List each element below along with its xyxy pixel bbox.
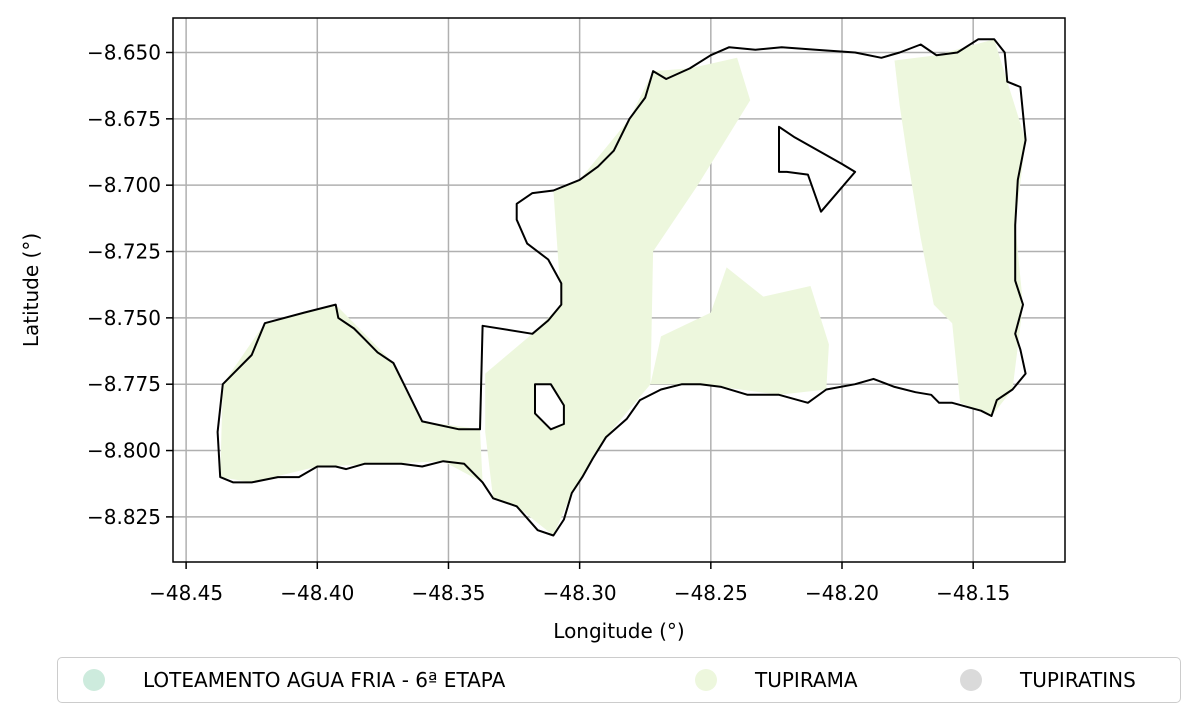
outer-boundary	[216, 38, 1027, 537]
legend-item-tupiratins: TUPIRATINS	[960, 658, 1136, 702]
x-axis-title: Longitude (°)	[553, 619, 684, 643]
y-tick-label: −8.750	[87, 306, 161, 330]
x-tick-label: −48.30	[543, 581, 617, 605]
x-tick-label: −48.45	[149, 581, 223, 605]
legend-label-tupirama: TUPIRAMA	[755, 668, 858, 692]
tupirama-area	[650, 267, 829, 395]
x-tick-label: −48.15	[936, 581, 1010, 605]
x-tick-label: −48.25	[674, 581, 748, 605]
legend-item-loteamento: LOTEAMENTO AGUA FRIA - 6ª ETAPA	[83, 658, 505, 702]
legend-marker-tupirama	[695, 669, 717, 691]
x-tick-label: −48.35	[411, 581, 485, 605]
legend-marker-loteamento	[83, 669, 105, 691]
y-axis-title: Latitude (°)	[19, 233, 43, 347]
plot-frame	[172, 17, 1066, 563]
tupirama-area	[894, 39, 1026, 416]
y-tick-label: −8.775	[87, 372, 161, 396]
legend-label-tupiratins: TUPIRATINS	[1020, 668, 1136, 692]
y-axis-ticks: −8.650 −8.675 −8.700 −8.725 −8.750 −8.775 −8.8…	[87, 40, 173, 529]
x-axis-ticks: −48.45 −48.40 −48.35 −48.30 −48.25 −48.20 −48.…	[149, 562, 1010, 605]
legend: LOTEAMENTO AGUA FRIA - 6ª ETAPA TUPIRAMA…	[57, 657, 1181, 703]
x-tick-label: −48.40	[280, 581, 354, 605]
x-tick-label: −48.20	[805, 581, 879, 605]
y-tick-label: −8.700	[87, 173, 161, 197]
y-tick-label: −8.825	[87, 505, 161, 529]
inner-boundary	[778, 125, 857, 213]
legend-item-tupirama: TUPIRAMA	[695, 658, 858, 702]
tupirama-area	[220, 304, 483, 483]
y-tick-label: −8.725	[87, 240, 161, 264]
hole-mask	[779, 126, 856, 212]
legend-label-loteamento: LOTEAMENTO AGUA FRIA - 6ª ETAPA	[143, 668, 506, 692]
legend-marker-tupiratins	[960, 669, 982, 691]
y-tick-label: −8.675	[87, 107, 161, 131]
inner-boundary	[534, 383, 565, 431]
y-tick-label: −8.650	[87, 40, 161, 64]
map-figure: −48.45 −48.40 −48.35 −48.30 −48.25 −48.20 −48.…	[19, 17, 1066, 643]
tupirama-fill-areas	[220, 39, 1026, 536]
municipal-boundary	[216, 38, 1027, 537]
y-tick-label: −8.800	[87, 439, 161, 463]
